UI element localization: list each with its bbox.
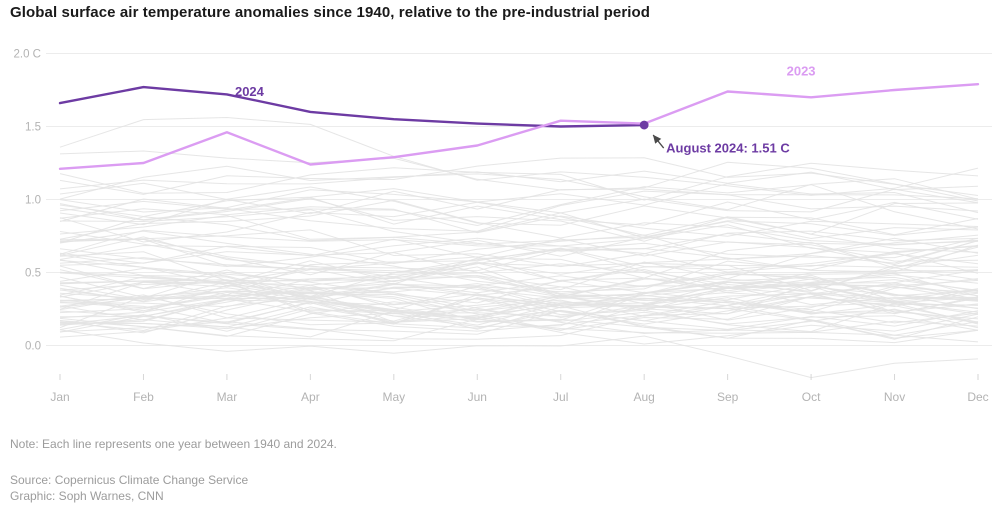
year-line: [59, 183, 979, 218]
month-label: Jun: [468, 390, 487, 404]
year-line: [59, 276, 979, 320]
y-axis-label: 0.5: [25, 268, 41, 280]
year-line: [59, 281, 979, 338]
year-line: [59, 237, 979, 274]
year-line: [59, 116, 979, 196]
series-label-2023: 2023: [787, 63, 816, 78]
chart-credits: Source: Copernicus Climate Change Servic…: [10, 473, 248, 504]
chart-note: Note: Each line represents one year betw…: [10, 437, 337, 451]
page-title: Global surface air temperature anomalies…: [10, 4, 651, 21]
year-line: [59, 212, 979, 240]
year-line: [59, 271, 979, 304]
month-label: Jan: [50, 390, 69, 404]
graphic-credit-line: Graphic: Soph Warnes, CNN: [10, 488, 164, 503]
line-2024: [58, 85, 646, 128]
year-line: [59, 199, 979, 245]
year-line: [59, 190, 979, 232]
annotation-label: August 2024: 1.51 C: [666, 141, 790, 156]
year-line: [59, 269, 979, 325]
year-line: [59, 290, 979, 344]
background-year-lines: [59, 116, 979, 379]
year-line: [59, 188, 979, 214]
year-line: [59, 224, 979, 255]
year-line: [59, 162, 979, 201]
month-label: Nov: [884, 390, 905, 404]
year-line: [59, 310, 979, 340]
year-line: [59, 238, 979, 266]
month-label: Mar: [217, 390, 238, 404]
year-line: [59, 245, 979, 293]
series-label-2024: 2024: [235, 84, 265, 99]
year-line: [59, 238, 979, 285]
month-label: Dec: [967, 390, 988, 404]
temperature-anomaly-chart: 2.0 C 1.5 1.0 0.5 0.0 2024 2023 August 2024:…: [14, 49, 992, 404]
year-line: [59, 284, 979, 313]
year-line: [59, 295, 979, 333]
year-line: [59, 150, 979, 202]
month-label: May: [382, 390, 405, 404]
month-label: Feb: [133, 390, 154, 404]
year-line: [59, 170, 979, 191]
y-axis-label: 0.0: [25, 341, 41, 353]
annotation-arrow: [652, 134, 665, 149]
year-line: [59, 165, 979, 211]
source-line: Source: Copernicus Climate Change Servic…: [10, 473, 249, 487]
month-label: Oct: [802, 390, 821, 404]
year-line: [59, 329, 979, 379]
month-label: Apr: [301, 390, 320, 404]
month-label: Aug: [634, 390, 655, 404]
year-line: [59, 253, 979, 284]
august-2024-point: [639, 120, 649, 130]
year-line: [59, 234, 979, 265]
year-line: [59, 297, 979, 336]
year-line: [59, 256, 979, 310]
year-line: [59, 196, 979, 226]
year-line: [59, 248, 979, 292]
x-axis: Jan Feb Mar Apr May Jun Jul Aug Sep Oct Nov Dec: [50, 374, 989, 404]
year-line: [59, 262, 979, 300]
year-line: [59, 318, 979, 343]
year-line: [59, 216, 979, 245]
line-2023: [58, 82, 980, 171]
y-axis-label: 1.0: [25, 195, 41, 207]
month-label: Sep: [717, 390, 739, 404]
year-line: [59, 276, 979, 317]
year-line: [59, 302, 979, 330]
y-axis-label: 2.0 C: [14, 49, 42, 61]
y-axis-label: 1.5: [25, 122, 41, 134]
month-label: Jul: [553, 390, 568, 404]
